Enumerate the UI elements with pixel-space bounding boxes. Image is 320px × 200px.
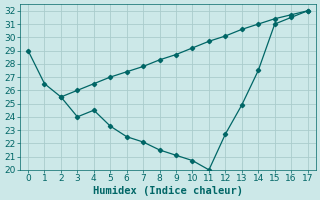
X-axis label: Humidex (Indice chaleur): Humidex (Indice chaleur) (93, 186, 243, 196)
